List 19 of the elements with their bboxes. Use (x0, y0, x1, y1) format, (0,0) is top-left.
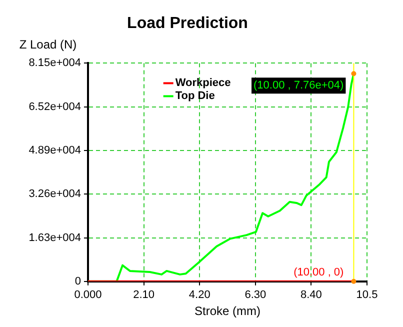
x-tick-label: 0.000 (74, 289, 102, 302)
y-tick-label: 4.89e+004 (28, 144, 81, 157)
y-tick-label: 1.63e+004 (28, 232, 81, 244)
x-axis-title: Stroke (mm) (194, 304, 261, 318)
y-tick-label: 6.52e+004 (28, 100, 81, 113)
y-axis-title: Z Load (N) (19, 38, 77, 52)
annotation: (10.00 , 0) (294, 266, 344, 278)
legend-label: Top Die (175, 90, 215, 102)
x-tick-label: 4.20 (188, 289, 210, 302)
annotation: (10.00 , 7.76e+04) (253, 80, 344, 92)
chart-title: Load Prediction (127, 15, 248, 32)
x-tick-label: 10.5 (356, 289, 378, 302)
x-tick-label: 8.40 (300, 289, 322, 302)
y-tick-label: 3.26e+004 (28, 188, 81, 200)
legend-label: Workpiece (175, 77, 231, 90)
y-tick-label: 0 (74, 275, 81, 288)
x-tick-label: 2.10 (133, 289, 155, 302)
y-tick-label: 8.15e+004 (28, 57, 81, 70)
x-tick-label: 6.30 (244, 289, 266, 302)
